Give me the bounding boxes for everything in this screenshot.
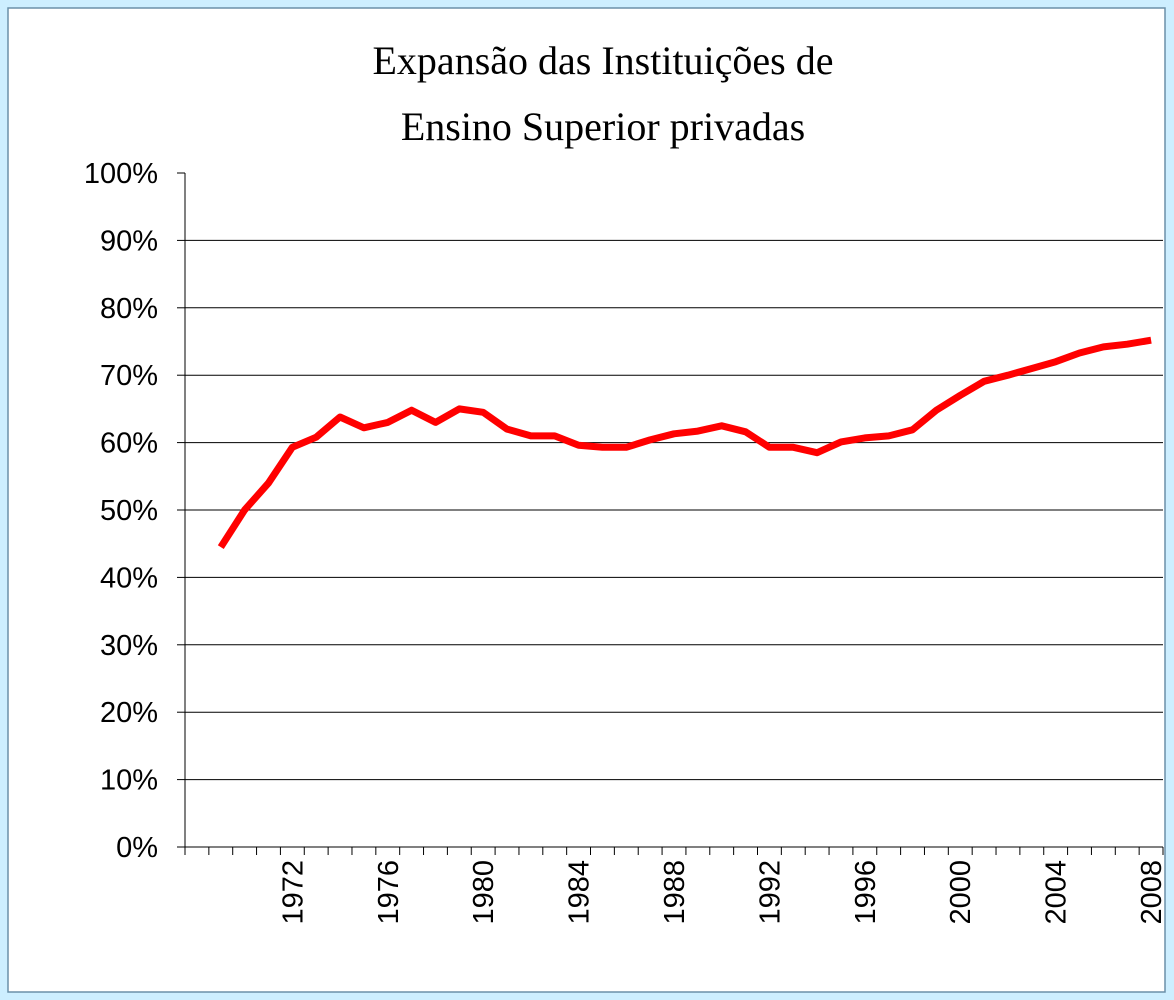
x-tick-label: 1988 xyxy=(659,860,691,925)
x-tick-label: 1980 xyxy=(468,860,500,925)
chart-title: Ensino Superior privadas xyxy=(401,104,805,149)
y-tick-label: 30% xyxy=(100,630,158,662)
x-tick-label: 1976 xyxy=(373,860,405,925)
x-tick-label: 2008 xyxy=(1136,860,1168,925)
x-tick-label: 2000 xyxy=(945,860,977,925)
y-tick-label: 40% xyxy=(100,562,158,594)
x-tick-label: 2004 xyxy=(1041,860,1073,925)
x-tick-label: 1984 xyxy=(564,860,596,925)
y-tick-label: 70% xyxy=(100,360,158,392)
y-tick-label: 0% xyxy=(116,832,158,864)
x-tick-label: 1996 xyxy=(850,860,882,925)
y-tick-label: 90% xyxy=(100,225,158,257)
y-tick-label: 60% xyxy=(100,428,158,460)
x-tick-label: 1992 xyxy=(754,860,786,925)
chart-title: Expansão das Instituições de xyxy=(373,38,834,83)
y-tick-label: 80% xyxy=(100,293,158,325)
y-tick-label: 100% xyxy=(84,158,158,190)
data-line xyxy=(217,336,1152,549)
y-tick-label: 50% xyxy=(100,495,158,527)
y-tick-label: 20% xyxy=(100,697,158,729)
x-tick-label: 1972 xyxy=(277,860,309,925)
y-tick-label: 10% xyxy=(100,765,158,797)
chart-panel xyxy=(7,7,1166,993)
